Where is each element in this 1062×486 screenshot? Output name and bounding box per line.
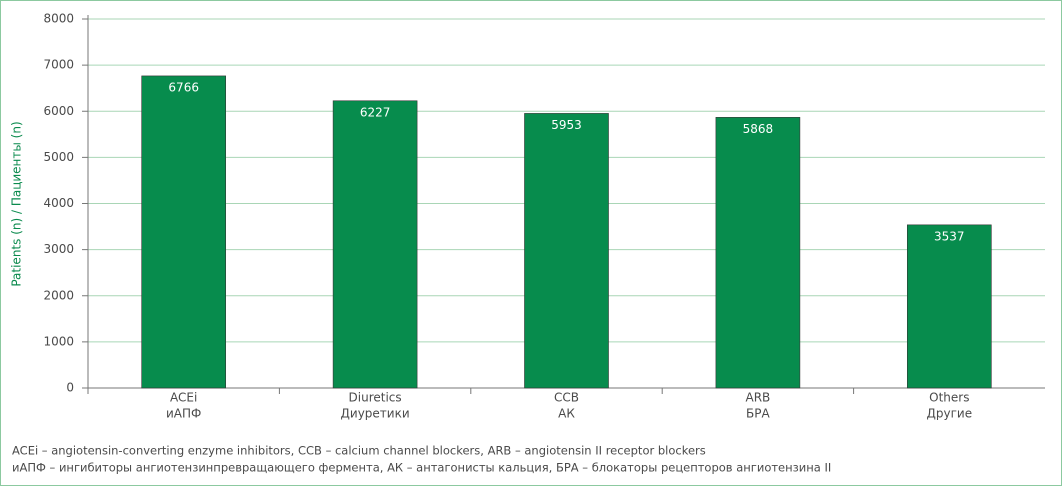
value-label: 3537 xyxy=(934,229,965,243)
bar xyxy=(524,113,609,389)
x-tick-label: Диуретики xyxy=(341,407,410,421)
x-tick-label: БРА xyxy=(746,407,770,421)
footnote: иАПФ – ингибиторы ангиотензинпревращающе… xyxy=(12,461,831,475)
x-tick-label: ACEi xyxy=(170,391,197,405)
y-tick-label: 2000 xyxy=(43,288,74,302)
y-tick-label: 4000 xyxy=(43,196,74,210)
value-label: 5953 xyxy=(551,118,582,132)
bar xyxy=(332,100,418,389)
bar xyxy=(715,117,801,389)
value-label: 6227 xyxy=(360,105,391,119)
x-tick-label: CCB xyxy=(554,391,579,405)
y-tick-label: 1000 xyxy=(43,334,74,348)
value-label: 6766 xyxy=(168,80,199,94)
value-label: 5868 xyxy=(743,122,774,136)
x-tick-label: Другие xyxy=(927,407,973,421)
y-tick-label: 6000 xyxy=(43,104,74,118)
y-axis-label: Patients (n) / Пациенты (n) xyxy=(10,121,24,286)
y-tick-label: 3000 xyxy=(43,242,74,256)
y-tick-label: 7000 xyxy=(43,58,74,72)
y-tick-label: 0 xyxy=(66,381,74,395)
bar xyxy=(141,75,226,389)
x-tick-label: иАПФ xyxy=(166,407,201,421)
x-tick-label: АК xyxy=(558,407,575,421)
bar xyxy=(906,224,992,389)
y-tick-label: 8000 xyxy=(43,12,74,26)
x-tick-label: Others xyxy=(929,391,969,405)
y-tick-label: 5000 xyxy=(43,150,74,164)
x-tick-label: Diuretics xyxy=(349,391,402,405)
footnote: ACEi – angiotensin-converting enzyme inh… xyxy=(12,444,706,458)
x-tick-label: ARB xyxy=(746,391,771,405)
